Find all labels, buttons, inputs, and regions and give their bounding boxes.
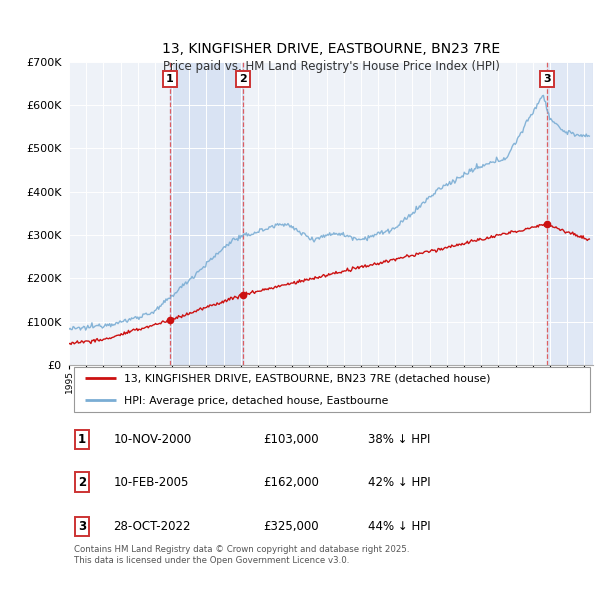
Bar: [170, 62, 242, 365]
Text: 28-OCT-2022: 28-OCT-2022: [113, 520, 191, 533]
Text: 10-NOV-2000: 10-NOV-2000: [113, 433, 192, 446]
Text: 1: 1: [166, 74, 173, 84]
Text: 38% ↓ HPI: 38% ↓ HPI: [368, 433, 430, 446]
Bar: [547, 62, 593, 365]
Text: 2: 2: [239, 74, 247, 84]
Text: 10-FEB-2005: 10-FEB-2005: [113, 476, 189, 489]
Text: £325,000: £325,000: [263, 520, 319, 533]
Text: 13, KINGFISHER DRIVE, EASTBOURNE, BN23 7RE (detached house): 13, KINGFISHER DRIVE, EASTBOURNE, BN23 7…: [124, 373, 490, 384]
Text: 3: 3: [543, 74, 551, 84]
FancyBboxPatch shape: [74, 367, 590, 412]
Text: 13, KINGFISHER DRIVE, EASTBOURNE, BN23 7RE: 13, KINGFISHER DRIVE, EASTBOURNE, BN23 7…: [162, 42, 500, 56]
Text: HPI: Average price, detached house, Eastbourne: HPI: Average price, detached house, East…: [124, 396, 388, 406]
Text: £162,000: £162,000: [263, 476, 319, 489]
Text: 1: 1: [78, 433, 86, 446]
Text: Contains HM Land Registry data © Crown copyright and database right 2025.
This d: Contains HM Land Registry data © Crown c…: [74, 545, 410, 565]
Text: 44% ↓ HPI: 44% ↓ HPI: [368, 520, 430, 533]
Text: 42% ↓ HPI: 42% ↓ HPI: [368, 476, 430, 489]
Text: £103,000: £103,000: [263, 433, 319, 446]
Text: 2: 2: [78, 476, 86, 489]
Text: Price paid vs. HM Land Registry's House Price Index (HPI): Price paid vs. HM Land Registry's House …: [163, 60, 500, 73]
Text: 3: 3: [78, 520, 86, 533]
